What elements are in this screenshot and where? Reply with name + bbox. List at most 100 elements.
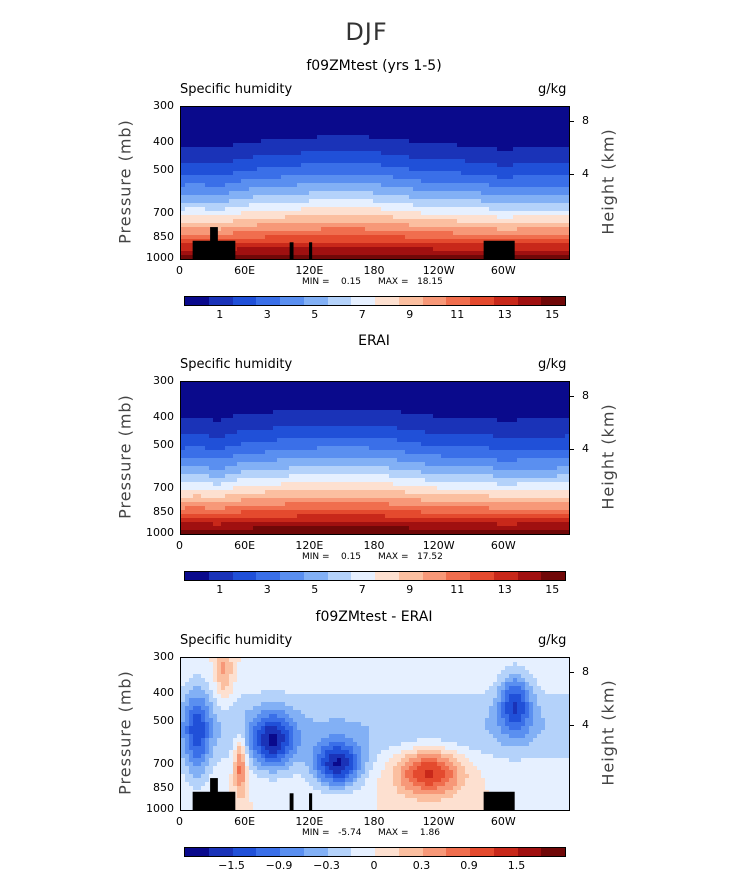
field-cell xyxy=(297,199,302,204)
field-cell xyxy=(541,223,546,228)
field-cell xyxy=(441,203,446,208)
field-cell xyxy=(341,119,346,124)
field-cell xyxy=(353,418,358,423)
field-cell xyxy=(461,135,466,140)
field-cell xyxy=(469,151,474,156)
field-cell xyxy=(241,203,246,208)
field-cell xyxy=(217,151,222,156)
field-cell xyxy=(293,239,298,244)
field-cell xyxy=(553,107,558,112)
field-cell xyxy=(541,167,546,172)
field-cell xyxy=(449,426,454,431)
field-cell xyxy=(437,135,442,140)
field-cell xyxy=(181,227,186,232)
field-cell xyxy=(465,107,470,112)
field-cell xyxy=(309,422,314,427)
field-cell xyxy=(201,119,206,124)
field-cell xyxy=(517,143,522,148)
field-cell xyxy=(257,147,262,152)
field-cell xyxy=(217,119,222,124)
field-cell xyxy=(245,175,250,180)
field-cell xyxy=(453,151,458,156)
field-cell xyxy=(197,390,202,395)
field-cell xyxy=(457,175,462,180)
field-cell xyxy=(465,231,470,236)
field-cell xyxy=(189,402,194,407)
field-cell xyxy=(393,410,398,415)
field-cell xyxy=(453,406,458,411)
field-cell xyxy=(385,211,390,216)
field-cell xyxy=(365,143,370,148)
field-cell xyxy=(509,135,514,140)
field-cell xyxy=(305,115,310,120)
field-cell xyxy=(561,151,566,156)
field-cell xyxy=(249,422,254,427)
field-cell xyxy=(253,402,258,407)
field-cell xyxy=(565,247,569,252)
field-cell xyxy=(417,147,422,152)
field-cell xyxy=(365,406,370,411)
field-cell xyxy=(565,398,569,403)
field-cell xyxy=(197,215,202,220)
field-cell xyxy=(389,418,394,423)
field-cell xyxy=(237,410,242,415)
field-cell xyxy=(333,239,338,244)
field-cell xyxy=(497,430,502,435)
field-cell xyxy=(305,183,310,188)
field-cell xyxy=(421,179,426,184)
field-cell xyxy=(545,402,550,407)
field-cell xyxy=(421,167,426,172)
field-cell xyxy=(337,139,342,144)
field-cell xyxy=(457,191,462,196)
field-cell xyxy=(285,123,290,128)
field-cell xyxy=(473,247,478,252)
field-cell xyxy=(213,203,218,208)
field-cell xyxy=(433,167,438,172)
field-cell xyxy=(541,135,546,140)
field-cell xyxy=(417,227,422,232)
field-cell xyxy=(209,187,214,192)
field-cell xyxy=(269,211,274,216)
field-cell xyxy=(205,123,210,128)
field-cell xyxy=(481,430,486,435)
field-cell xyxy=(333,382,338,387)
field-cell xyxy=(241,382,246,387)
field-cell xyxy=(441,410,446,415)
field-cell xyxy=(333,386,338,391)
field-cell xyxy=(365,243,370,248)
field-cell xyxy=(321,167,326,172)
field-cell xyxy=(349,219,354,224)
field-cell xyxy=(433,231,438,236)
field-cell xyxy=(469,430,474,435)
field-cell xyxy=(397,247,402,252)
field-cell xyxy=(521,215,526,220)
field-cell xyxy=(345,151,350,156)
field-cell xyxy=(533,183,538,188)
field-cell xyxy=(257,410,262,415)
field-cell xyxy=(301,183,306,188)
field-cell xyxy=(309,179,314,184)
field-cell xyxy=(401,231,406,236)
field-cell xyxy=(545,215,550,220)
field-cell xyxy=(349,107,354,112)
field-cell xyxy=(337,402,342,407)
field-cell xyxy=(229,139,234,144)
field-cell xyxy=(189,219,194,224)
field-cell xyxy=(405,207,410,212)
field-cell xyxy=(501,123,506,128)
field-cell xyxy=(393,155,398,160)
field-cell xyxy=(245,430,250,435)
field-cell xyxy=(365,187,370,192)
field-cell xyxy=(309,398,314,403)
field-cell xyxy=(493,422,498,427)
field-cell xyxy=(301,239,306,244)
field-cell xyxy=(285,414,290,419)
field-cell xyxy=(473,390,478,395)
field-cell xyxy=(561,211,566,216)
field-cell xyxy=(261,406,266,411)
field-cell xyxy=(469,227,474,232)
field-cell xyxy=(433,223,438,228)
field-cell xyxy=(221,159,226,164)
field-cell xyxy=(225,179,230,184)
field-cell xyxy=(549,390,554,395)
